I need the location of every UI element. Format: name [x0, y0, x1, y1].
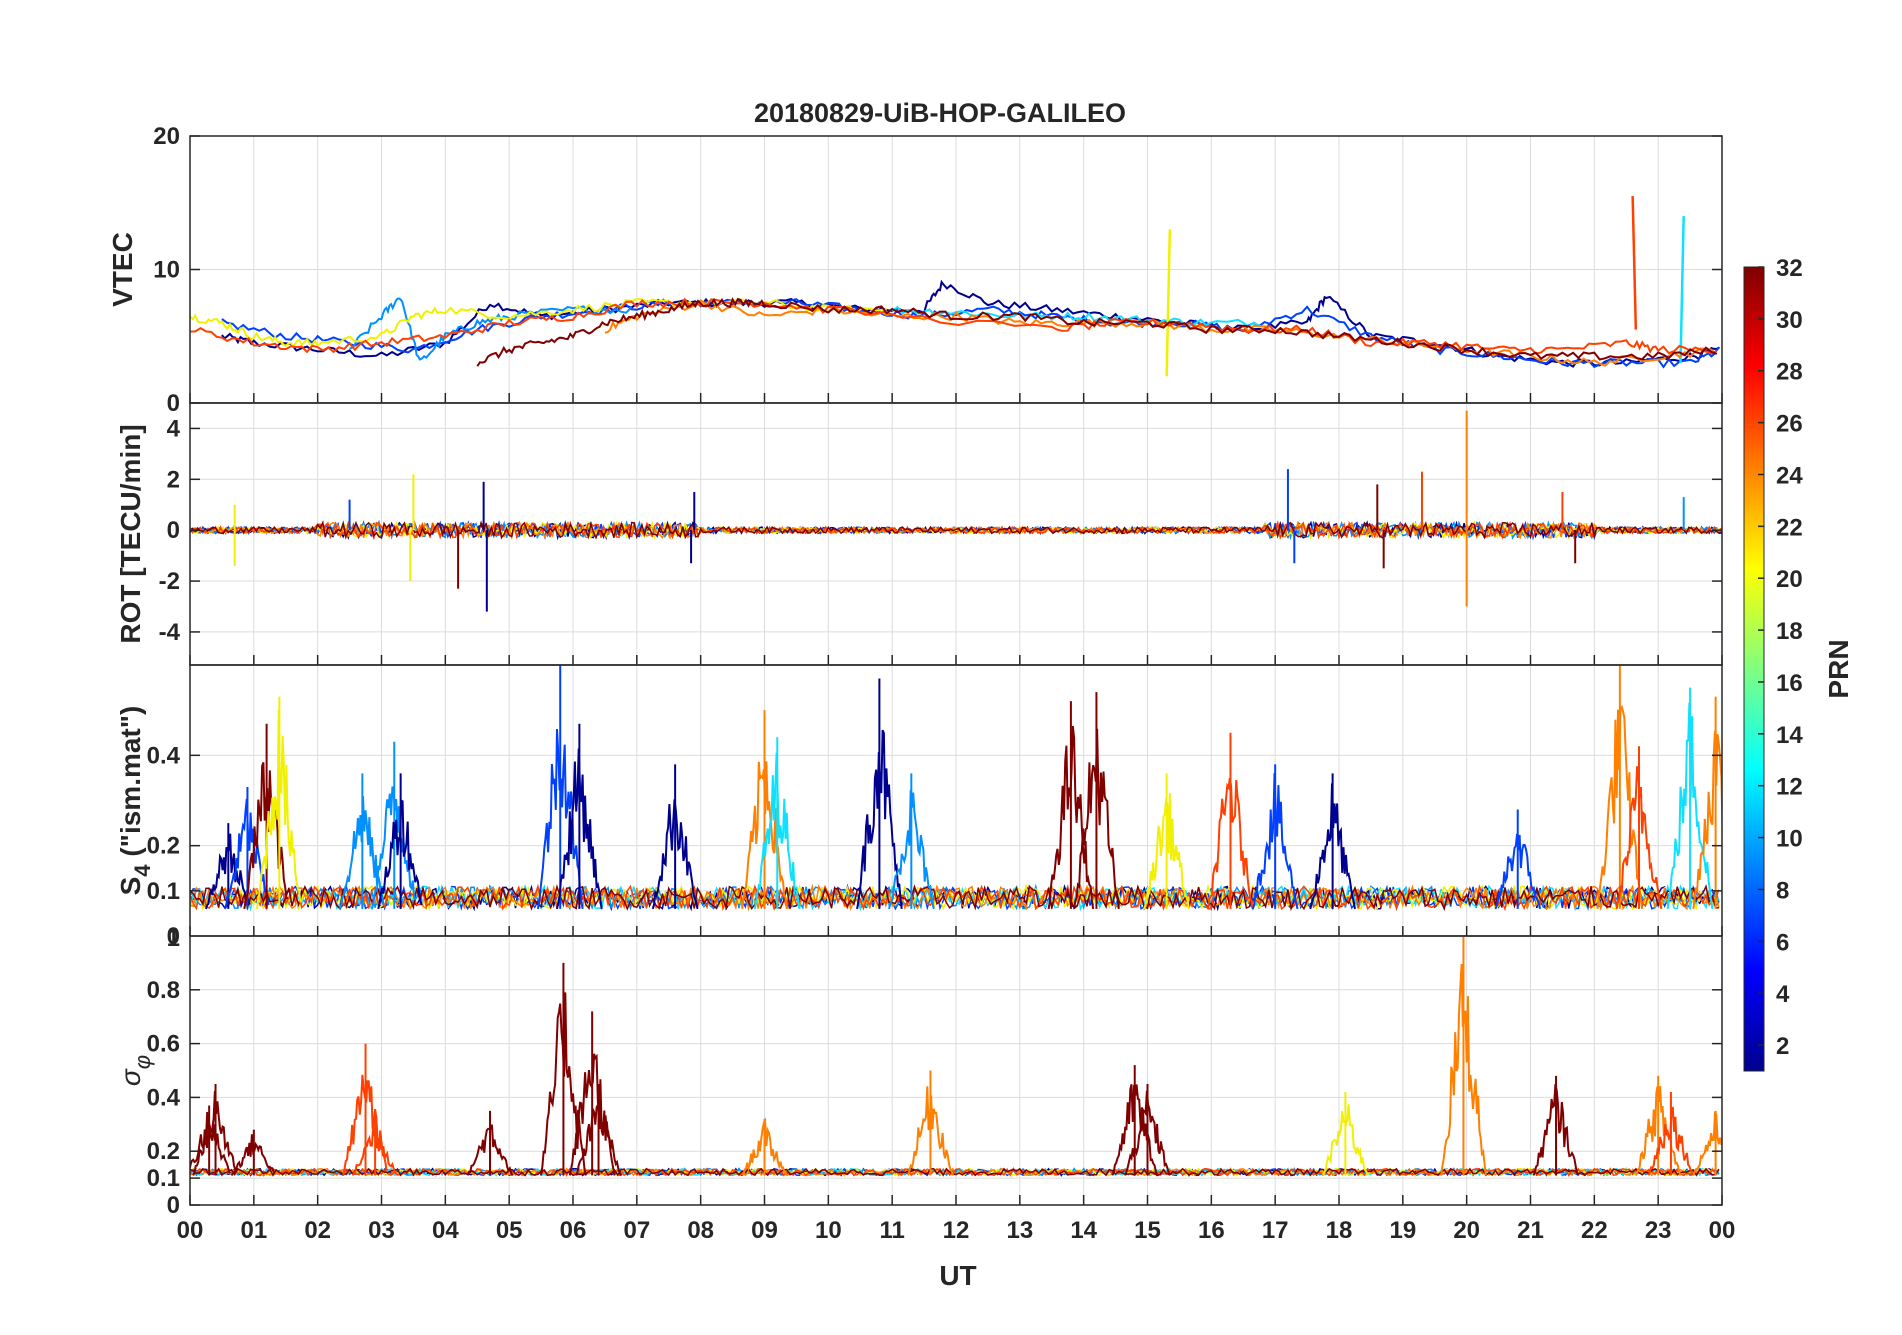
baseline-series-line: [190, 883, 1719, 912]
vtec-series-spike: [1165, 229, 1172, 377]
y-tick-label: 0: [167, 390, 180, 417]
x-tick-label: 00: [1709, 1217, 1736, 1244]
x-tick-label: 05: [496, 1217, 523, 1244]
colorbar-tick-label: 4: [1776, 981, 1790, 1008]
y-tick-label: 0.2: [147, 833, 180, 860]
y-axis-label: ROT [TECU/min]: [115, 424, 146, 643]
y-axis-label-subscript: 4: [130, 864, 155, 877]
vtec-series-line: [604, 299, 1718, 367]
y-tick-label: -4: [159, 619, 181, 646]
x-tick-label: 23: [1645, 1217, 1672, 1244]
y-tick-label: 10: [153, 257, 180, 284]
colorbar-gradient: [1743, 266, 1765, 1072]
panel-vtec: 0 10 20 VTEC: [107, 123, 1723, 417]
y-tick-label: -2: [159, 568, 180, 595]
colorbar-tick-label: 14: [1776, 722, 1803, 749]
x-tick-label: 10: [815, 1217, 842, 1244]
panel-sigma-phi: 00.10.2 0.4 0.6 0.8 σφ: [115, 935, 1723, 1219]
colorbar-tick-label: 24: [1776, 462, 1803, 489]
colorbar-label: PRN: [1823, 639, 1854, 698]
y-axis-label-subscript: φ: [130, 1055, 155, 1069]
x-tick-label: 11: [879, 1217, 904, 1244]
y-tick-label: 0: [167, 923, 180, 950]
colorbar-tick-label: 28: [1776, 359, 1803, 386]
y-tick-label: 0: [167, 517, 180, 544]
x-axis: 00 01 02 03 04 05 06 07 08 09 10 11 12 13 14 15 16 17 18 19…: [177, 393, 1736, 1244]
x-tick-label: 22: [1581, 1217, 1608, 1244]
panel-s4: 0.1 0.2 0.4 01 S4 ("ism.mat"): [115, 664, 1723, 952]
y-tick-label: 20: [153, 123, 180, 150]
x-tick-label: 15: [1134, 1217, 1161, 1244]
x-tick-label: 03: [368, 1217, 395, 1244]
y-tick-label: 0.4: [147, 742, 181, 769]
x-tick-label: 21: [1517, 1217, 1544, 1244]
colorbar-tick-label: 2: [1776, 1033, 1789, 1060]
y-tick-label: 2: [167, 466, 180, 493]
series-group: [190, 196, 1721, 377]
x-tick-label: 20: [1453, 1217, 1480, 1244]
x-tick-label: 09: [751, 1217, 778, 1244]
y-axis-label-main: S: [115, 877, 146, 896]
colorbar-tick-label: 30: [1776, 307, 1803, 334]
series-group: [190, 665, 1722, 912]
x-tick-label: 16: [1198, 1217, 1225, 1244]
series-group: [190, 410, 1722, 612]
x-tick-label: 19: [1389, 1217, 1416, 1244]
x-tick-label: 13: [1006, 1217, 1033, 1244]
colorbar-tick-label: 10: [1776, 826, 1803, 853]
colorbar-tick-label: 16: [1776, 670, 1803, 697]
y-tick-label: 0: [167, 1192, 180, 1219]
colorbar-tick-label: 26: [1776, 411, 1803, 438]
x-tick-label: 18: [1326, 1217, 1353, 1244]
colorbar-tick-label: 20: [1776, 566, 1803, 593]
y-tick-label: 1: [167, 925, 180, 952]
x-tick-label: 12: [943, 1217, 970, 1244]
x-tick-label: 06: [560, 1217, 587, 1244]
colorbar-tick-label: 32: [1776, 255, 1803, 282]
series-group: [190, 936, 1722, 1177]
x-tick-label: 02: [304, 1217, 331, 1244]
panel-rot: -4 -2 0 2 4 ROT [TECU/min]: [115, 402, 1723, 666]
vtec-series-spike: [1631, 196, 1638, 330]
chart-title: 20180829-UiB-HOP-GALILEO: [754, 98, 1126, 128]
y-tick-label: 0.4: [147, 1084, 181, 1111]
colorbar-tick-label: 22: [1776, 514, 1803, 541]
y-tick-label: 0.6: [147, 1031, 180, 1058]
y-axis-label: S4 ("ism.mat"): [115, 706, 155, 896]
x-tick-label: 17: [1262, 1217, 1289, 1244]
vtec-series-line: [476, 297, 1718, 367]
y-tick-label: 0.8: [147, 977, 180, 1004]
colorbar-tick-label: 12: [1776, 774, 1803, 801]
x-tick-label: 08: [687, 1217, 714, 1244]
colorbar-tick-label: 6: [1776, 929, 1789, 956]
x-tick-label: 14: [1070, 1217, 1097, 1244]
colorbar-tick-label: 8: [1776, 877, 1789, 904]
y-axis-label-main: σ: [115, 1068, 146, 1086]
x-tick-label: 01: [240, 1217, 267, 1244]
y-axis-label: σφ: [115, 1055, 155, 1086]
vtec-series-line: [190, 297, 1718, 355]
x-tick-label: 07: [623, 1217, 650, 1244]
y-tick-label: 4: [167, 415, 181, 442]
colorbar-tick-label: 18: [1776, 618, 1803, 645]
x-tick-label: 00: [177, 1217, 204, 1244]
y-axis-label-rest: ("ism.mat"): [115, 706, 146, 865]
y-tick-label: 0.1: [147, 1165, 180, 1192]
y-axis-label: VTEC: [107, 232, 138, 307]
y-tick-label: 0.1: [147, 878, 180, 905]
vtec-series-spike: [1679, 216, 1685, 363]
x-tick-label: 04: [432, 1217, 459, 1244]
x-axis-label: UT: [939, 1260, 976, 1291]
y-tick-label: 0.2: [147, 1138, 180, 1165]
